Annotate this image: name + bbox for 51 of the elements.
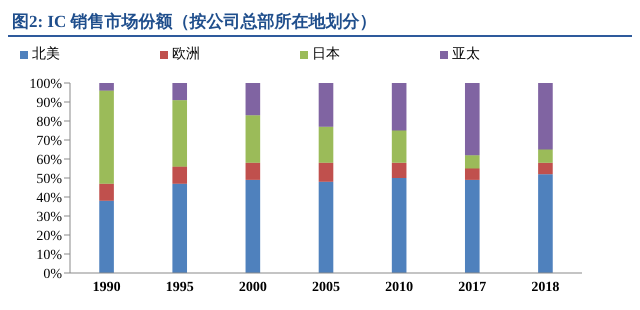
legend-label: 北美 (32, 47, 60, 62)
x-tick-label: 2010 (385, 280, 414, 295)
bar (99, 83, 114, 91)
bar (172, 184, 188, 273)
legend-label: 亚太 (452, 47, 480, 62)
bar (392, 83, 406, 130)
bar (392, 130, 406, 163)
x-tick-label: 2018 (531, 280, 560, 295)
y-tick-label: 10% (36, 248, 62, 263)
bar (392, 178, 406, 273)
y-tick-label: 80% (36, 114, 62, 130)
bar (172, 83, 188, 100)
x-tick-label: 2005 (312, 280, 340, 295)
bar (464, 155, 480, 168)
y-tick-label: 50% (36, 172, 62, 187)
bar (538, 150, 553, 163)
x-tick-label: 2000 (238, 280, 267, 295)
x-tick-label: 1990 (92, 280, 121, 295)
y-tick-label: 70% (36, 134, 62, 149)
bar (172, 100, 188, 167)
chart-title: 图2: IC 销售市场份额（按公司总部所在地划分） (8, 8, 632, 37)
bar (318, 126, 334, 163)
bar (318, 83, 334, 127)
bar (99, 90, 114, 184)
bar (538, 162, 553, 174)
bar (538, 174, 553, 273)
y-tick-label: 100% (29, 76, 62, 92)
bar (246, 83, 260, 116)
bar (318, 182, 334, 273)
x-tick-label: 1995 (166, 280, 194, 295)
bar (464, 180, 480, 273)
bar (246, 162, 260, 180)
bar (99, 184, 114, 201)
bar (172, 166, 188, 184)
y-tick-label: 0% (43, 266, 62, 282)
bar (246, 180, 260, 273)
y-tick-label: 40% (36, 190, 62, 206)
y-tick-label: 90% (36, 96, 62, 111)
bar (246, 115, 260, 163)
y-tick-label: 30% (36, 210, 62, 225)
bar (464, 168, 480, 180)
bar (99, 200, 114, 273)
legend-label: 欧洲 (172, 47, 200, 62)
x-tick-label: 2017 (458, 280, 486, 295)
bar (538, 83, 553, 150)
y-tick-label: 60% (36, 152, 62, 168)
y-tick-label: 20% (36, 228, 62, 244)
legend-label: 日本 (312, 47, 340, 62)
bar (318, 162, 334, 182)
bar (392, 162, 406, 178)
bar (464, 83, 480, 156)
